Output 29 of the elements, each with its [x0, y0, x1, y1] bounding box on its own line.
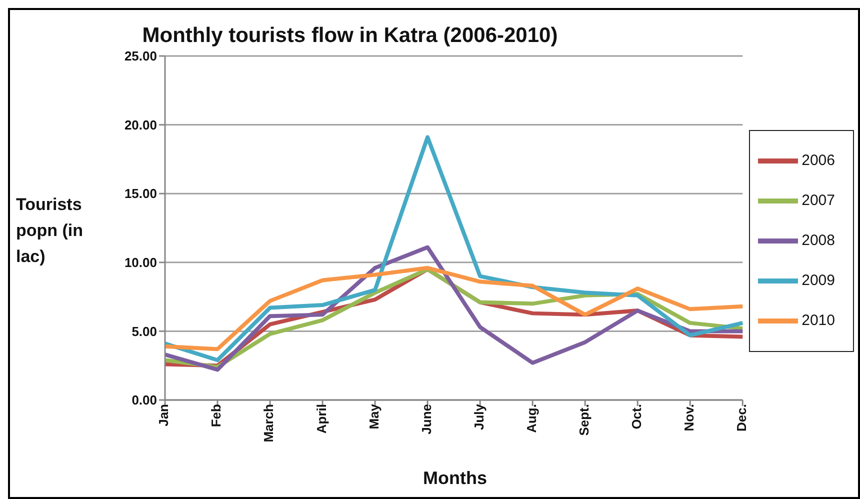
x-tick-label: Aug.	[524, 404, 539, 433]
line-series	[163, 245, 745, 372]
y-tick-label: 15.00	[124, 186, 157, 202]
y-tick-label: 20.00	[124, 117, 157, 132]
x-tick-label: July	[471, 403, 486, 430]
legend-label: 2006	[802, 152, 835, 169]
y-tick-label: 10.00	[124, 255, 157, 270]
legend-label: 2010	[802, 312, 835, 329]
line-series	[163, 266, 745, 352]
x-tick-label: June	[418, 404, 434, 434]
x-tick-label: May	[366, 403, 382, 430]
x-tick-label: Dec.	[734, 404, 749, 432]
chart-title: Monthly tourists flow in Katra (2006-2010)	[141, 24, 559, 48]
legend-label: 2009	[802, 272, 835, 289]
legend-label: 2008	[802, 232, 835, 249]
y-tick-label: 0.00	[132, 392, 157, 408]
y-axis-title: Tourists popn (in lac)	[16, 194, 84, 268]
x-tick-label: April	[314, 404, 329, 434]
legend-label: 2007	[802, 192, 835, 209]
x-tick-label: Oct.	[628, 404, 644, 430]
x-tick-label: March	[261, 404, 276, 442]
x-tick-label: Nov.	[681, 404, 696, 432]
line-series	[163, 135, 745, 362]
x-axis-title: Months	[422, 468, 488, 489]
x-tick-label: Sept.	[576, 404, 592, 436]
x-tick-label: Jan	[156, 404, 172, 426]
y-tick-label: 5.00	[132, 324, 157, 339]
x-tick-label: Feb	[208, 404, 224, 428]
y-tick-label: 25.00	[124, 48, 157, 64]
